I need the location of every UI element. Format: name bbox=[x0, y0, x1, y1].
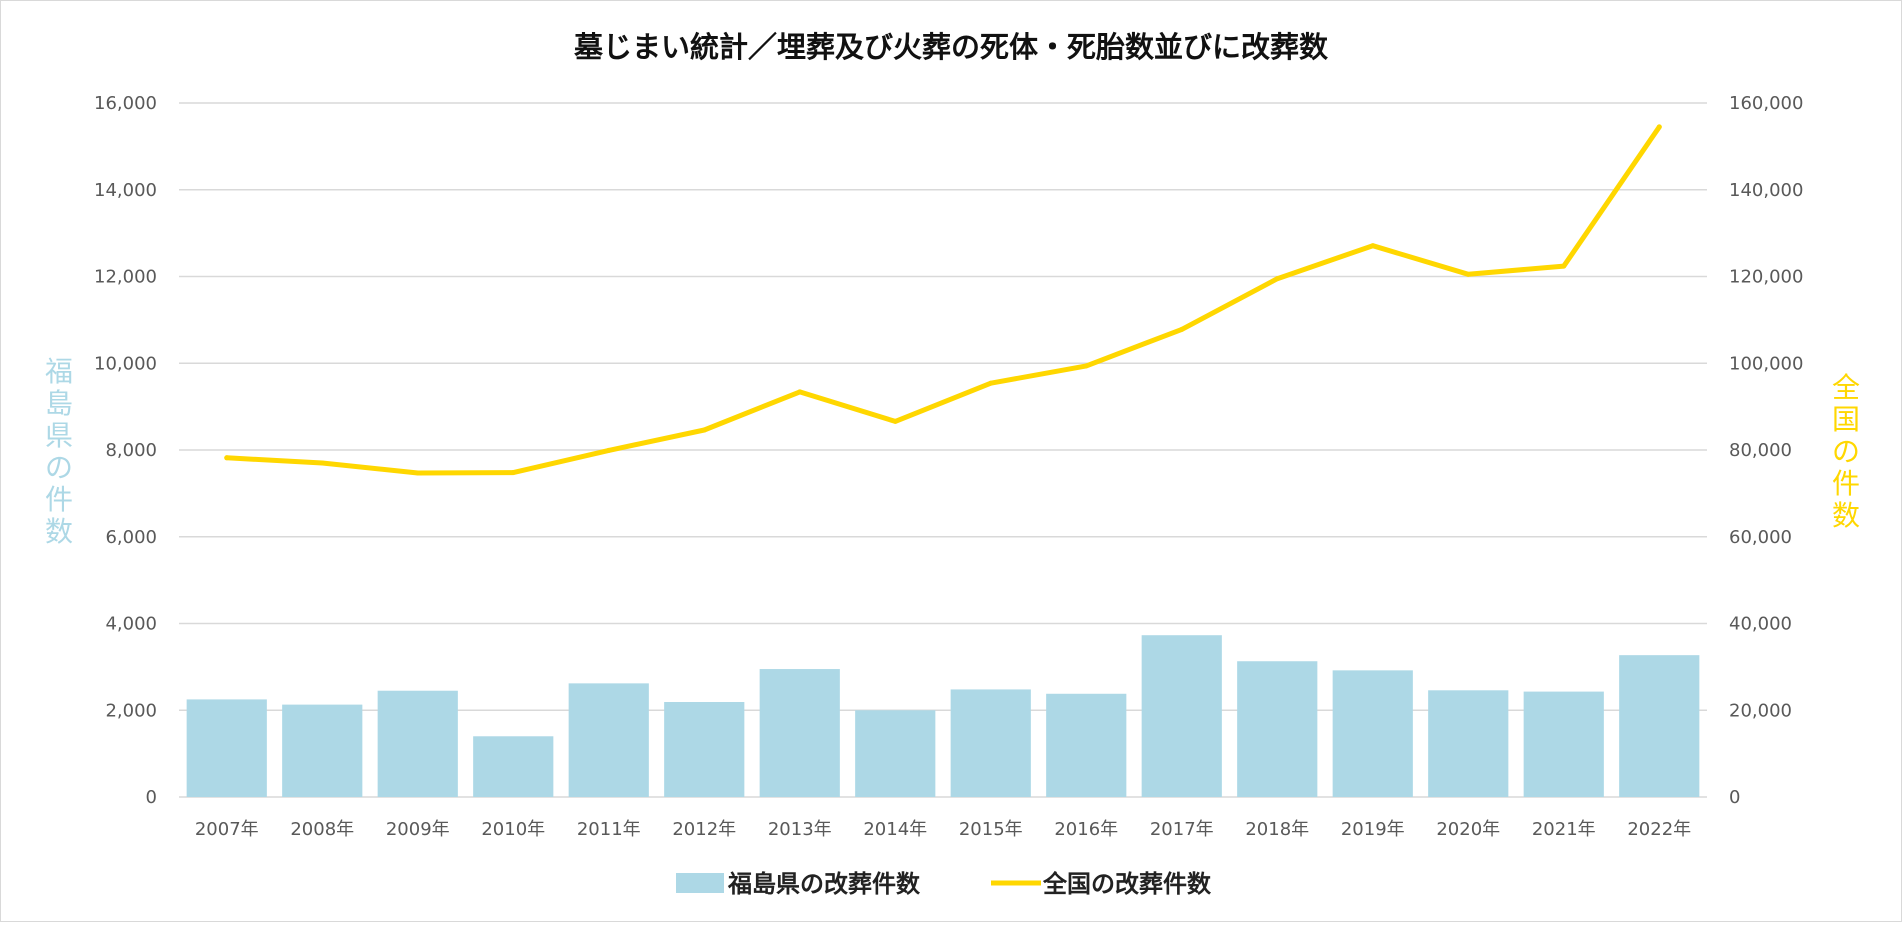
x-tick-label: 2009年 bbox=[386, 819, 450, 840]
bar bbox=[1237, 661, 1318, 797]
right-tick-label: 120,000 bbox=[1729, 267, 1803, 288]
line-point bbox=[1561, 263, 1567, 269]
left-tick-label: 10,000 bbox=[94, 353, 157, 374]
bar bbox=[1523, 691, 1604, 797]
x-tick-label: 2014年 bbox=[863, 819, 927, 840]
axis-title-char: 国 bbox=[1832, 403, 1860, 436]
axis-title-char: 件 bbox=[45, 483, 73, 516]
bar bbox=[1046, 693, 1127, 797]
line-point bbox=[1370, 243, 1376, 249]
left-tick-label: 16,000 bbox=[94, 93, 157, 114]
legend-label-line: 全国の改葬件数 bbox=[1042, 870, 1212, 898]
line-point bbox=[892, 418, 898, 424]
axis-title-char: 数 bbox=[1832, 499, 1860, 532]
line-point bbox=[797, 389, 803, 395]
bar bbox=[1141, 635, 1222, 797]
x-tick-label: 2018年 bbox=[1245, 819, 1309, 840]
bar bbox=[473, 736, 554, 797]
left-tick-label: 0 bbox=[146, 787, 157, 808]
right-tick-label: 100,000 bbox=[1729, 353, 1803, 374]
left-tick-label: 8,000 bbox=[105, 440, 157, 461]
axis-title-char: 数 bbox=[45, 515, 73, 548]
x-tick-label: 2008年 bbox=[290, 819, 354, 840]
line-point bbox=[988, 380, 994, 386]
line-point bbox=[224, 455, 230, 461]
line-point bbox=[1179, 326, 1185, 332]
right-tick-label: 160,000 bbox=[1729, 93, 1803, 114]
line-point bbox=[319, 460, 325, 466]
axis-title-char: 県 bbox=[45, 419, 73, 452]
chart-title: 墓じまい統計／埋葬及び火葬の死体・死胎数並びに改葬数 bbox=[573, 30, 1329, 64]
x-tick-label: 2013年 bbox=[768, 819, 832, 840]
x-tick-label: 2021年 bbox=[1532, 819, 1596, 840]
legend: 福島県の改葬件数 全国の改葬件数 bbox=[676, 870, 1212, 898]
line-point bbox=[1656, 124, 1662, 130]
left-tick-label: 6,000 bbox=[105, 527, 157, 548]
axis-title-char: の bbox=[45, 451, 73, 484]
line-path bbox=[224, 124, 1662, 476]
bar bbox=[1332, 670, 1413, 797]
bar bbox=[664, 702, 745, 797]
x-tick-label: 2010年 bbox=[481, 819, 545, 840]
left-tick-label: 14,000 bbox=[94, 180, 157, 201]
right-tick-label: 0 bbox=[1729, 787, 1740, 808]
bar bbox=[759, 669, 840, 797]
x-tick-label: 2012年 bbox=[672, 819, 736, 840]
axis-title-char: 島 bbox=[45, 387, 73, 420]
right-tick-label: 20,000 bbox=[1729, 700, 1792, 721]
x-tick-label: 2007年 bbox=[195, 819, 259, 840]
axis-title-char: 件 bbox=[1832, 467, 1860, 500]
bar bbox=[855, 710, 936, 797]
axis-title-char: の bbox=[1832, 435, 1860, 468]
axis-title-char: 全 bbox=[1832, 371, 1860, 404]
left-tick-label: 2,000 bbox=[105, 700, 157, 721]
bar bbox=[1428, 690, 1509, 797]
line-point bbox=[606, 447, 612, 453]
line-point bbox=[1083, 363, 1089, 369]
line-point bbox=[701, 427, 707, 433]
right-axis-ticks: 0 20,000 40,000 60,000 80,000 100,000 120,000 1… bbox=[1729, 93, 1803, 808]
right-tick-label: 140,000 bbox=[1729, 180, 1803, 201]
x-tick-label: 2015年 bbox=[959, 819, 1023, 840]
line-point bbox=[510, 470, 516, 476]
x-tick-label: 2011年 bbox=[577, 819, 641, 840]
bar bbox=[1619, 655, 1700, 797]
x-tick-label: 2019年 bbox=[1341, 819, 1405, 840]
x-tick-label: 2020年 bbox=[1436, 819, 1500, 840]
x-tick-label: 2016年 bbox=[1054, 819, 1118, 840]
axis-title-char: 福 bbox=[45, 355, 73, 388]
bar bbox=[568, 683, 649, 797]
x-tick-label: 2017年 bbox=[1150, 819, 1214, 840]
bar bbox=[950, 689, 1031, 797]
line-series bbox=[224, 124, 1662, 476]
x-tick-label: 2022年 bbox=[1627, 819, 1691, 840]
legend-swatch-bar bbox=[676, 873, 724, 893]
legend-label-bar: 福島県の改葬件数 bbox=[727, 870, 921, 898]
left-tick-label: 4,000 bbox=[105, 614, 157, 635]
line-point bbox=[1274, 276, 1280, 282]
right-tick-label: 60,000 bbox=[1729, 527, 1792, 548]
line-point bbox=[415, 470, 421, 476]
right-tick-label: 80,000 bbox=[1729, 440, 1792, 461]
line-point bbox=[1465, 271, 1471, 277]
bar bbox=[186, 699, 267, 797]
bar bbox=[282, 704, 363, 797]
left-tick-label: 12,000 bbox=[94, 267, 157, 288]
right-tick-label: 40,000 bbox=[1729, 614, 1792, 635]
bar bbox=[377, 690, 458, 797]
x-axis-ticks: 2007年 2008年 2009年 2010年 2011年 2012年 2013年 2014年… bbox=[195, 819, 1691, 840]
bar-series bbox=[186, 635, 1700, 797]
left-axis-ticks: 0 2,000 4,000 6,000 8,000 10,000 12,000 14,000 1… bbox=[94, 93, 157, 808]
